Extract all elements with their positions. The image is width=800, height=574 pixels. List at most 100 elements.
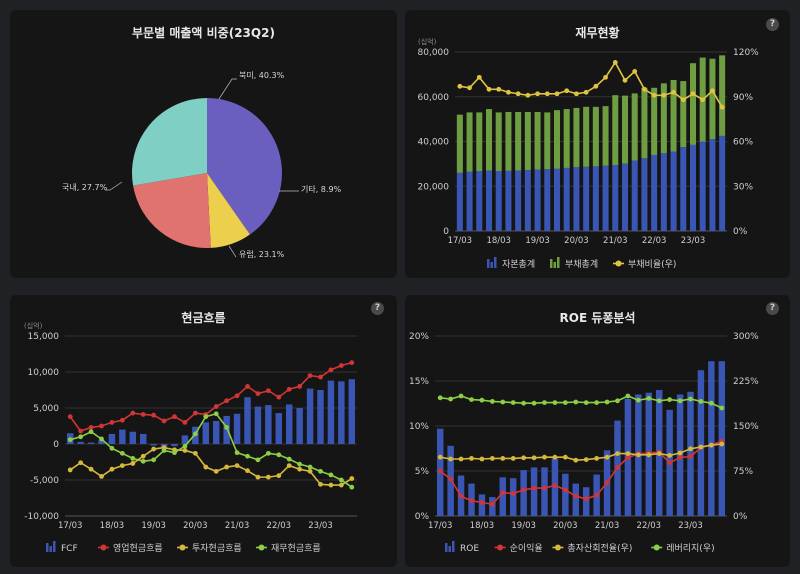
point-영업현금흐름-7 [130,410,136,416]
y-tick-label: 0 [53,440,59,450]
bar-fcf-4 [98,440,105,444]
legend-icon-fcf [46,543,49,552]
bar-자본총계-9 [534,169,541,231]
bar-자본총계-6 [505,170,512,231]
point-영업현금흐름-26 [328,367,334,373]
point-순이익율-10 [531,485,537,491]
bar-roe-27 [708,361,715,516]
point-총자산회전율-우-11 [542,454,547,460]
bar-부채총계-7 [515,111,522,171]
point-재무현금흐름-25 [318,468,323,474]
line-부채비율-우 [459,60,723,108]
x-tick-label: 20/03 [564,236,589,246]
finance-help-icon[interactable]: ? [766,18,779,31]
pie-slice-1 [207,98,283,235]
bar-자본총계-16 [602,165,609,231]
point-부채비율-우-23 [671,89,676,95]
pie-panel: 부문별 매출액 비중(23Q2) 북미, 40.3% 기타, 8.9% 유럽, 23… [10,10,397,278]
y-tick-label: 20,000 [418,182,450,192]
bar-부채총계-25 [689,63,697,145]
point-부채비율-우-26 [700,97,706,103]
legend-label-총자산회전율-우: 총자산회전율(우) [567,543,632,554]
cashflow-chart: -10,000 -5,000 0 5,000 10,000 15,000 (십억) 17/03… [24,321,357,554]
bar-부채총계-1 [456,114,463,173]
point-순이익율-15 [583,496,589,502]
legend-label-fcf: FCF [61,544,78,554]
point-부채비율-우-5 [496,86,502,92]
point-재무현금흐름-20 [265,450,271,456]
point-순이익율-11 [542,485,547,491]
bar-fcf-6 [119,429,126,444]
pie-leader-line-4 [105,181,123,191]
legend-icon-roe [448,546,451,552]
point-부채비율-우-17 [612,60,618,65]
bar-자본총계-17 [612,164,619,231]
bar-fcf-2 [77,441,84,444]
point-투자현금흐름-20 [265,474,271,480]
legend-icon-총자산회전율-우 [554,544,561,551]
legend-icon-자본총계 [494,257,497,268]
bar-부채총계-24 [680,81,687,148]
point-재무현금흐름-27 [338,477,344,483]
y2-tick-label: 225% [733,377,759,387]
cashflow-help-icon[interactable]: ? [371,302,384,315]
legend-icon-영업현금흐름 [100,544,107,551]
point-투자현금흐름-24 [307,468,313,474]
point-부채비율-우-18 [622,77,628,83]
point-총자산회전율-우-19 [625,451,631,456]
point-레버리지-우-1 [437,395,443,401]
point-레버리지-우-3 [458,393,464,399]
bar-fcf-25 [317,390,324,444]
point-투자현금흐름-3 [88,466,94,472]
y-tick-label: -10,000 [24,512,59,522]
finance-panel: 재무현황 ? 0 20,000 40,000 60,000 80,000 0% 30% 60%… [405,10,790,278]
legend-icon-fcf [49,546,52,552]
x-tick-label: 20/03 [553,521,578,531]
legend-label-레버리지-우: 레버리지(우) [666,543,714,554]
y2-tick-label: 90% [733,93,753,103]
point-레버리지-우-27 [708,400,714,406]
point-재무현금흐름-21 [276,452,282,458]
y2-tick-label: 300% [733,332,759,342]
bar-자본총계-23 [670,151,677,231]
bar-roe-10 [530,467,538,516]
point-영업현금흐름-8 [140,412,146,417]
legend-label-투자현금흐름: 투자현금흐름 [192,543,242,554]
point-재무현금흐름-28 [349,484,355,490]
point-재무현금흐름-19 [255,457,261,463]
point-부채비율-우-13 [574,91,579,97]
point-순이익율-16 [594,492,600,498]
point-총자산회전율-우-28 [719,441,725,447]
legend-label-영업현금흐름: 영업현금흐름 [113,543,163,554]
point-레버리지-우-7 [500,399,506,405]
legend-label-부채비율-우: 부채비율(우) [628,259,676,270]
legend-label-재무현금흐름: 재무현금흐름 [271,543,321,554]
x-tick-label: 23/03 [678,521,703,531]
point-영업현금흐름-3 [88,425,94,430]
point-부채비율-우-24 [680,97,686,103]
roe-panel: ROE 듀퐁분석 ? 0% 5% 10% 15% 20% 0% 75% 150% 225% 300… [405,295,790,567]
point-재무현금흐름-1 [67,437,73,443]
pie-leader-line-3 [228,245,237,258]
point-영업현금흐름-11 [172,414,177,420]
legend-icon-부채총계 [553,262,556,268]
bar-부채총계-28 [719,55,726,136]
legend-icon-자본총계 [487,259,490,268]
bar-fcf-23 [296,408,303,444]
point-부채비율-우-8 [525,92,531,98]
point-부채비율-우-16 [603,74,608,80]
x-tick-label: 20/03 [183,521,208,531]
point-레버리지-우-17 [604,399,610,405]
y-tick-label: 40,000 [418,138,450,148]
point-부채비율-우-3 [476,74,482,80]
pie-slice-4 [132,98,207,186]
point-총자산회전율-우-2 [448,456,454,462]
x-tick-label: 17/03 [448,236,473,246]
roe-help-icon[interactable]: ? [766,302,779,315]
bar-자본총계-5 [495,171,502,231]
cashflow-title: 현금흐름 [181,311,226,325]
point-영업현금흐름-23 [297,384,303,389]
point-투자현금흐름-21 [276,473,282,479]
point-투자현금흐름-8 [140,453,146,459]
point-재무현금흐름-17 [234,450,240,456]
